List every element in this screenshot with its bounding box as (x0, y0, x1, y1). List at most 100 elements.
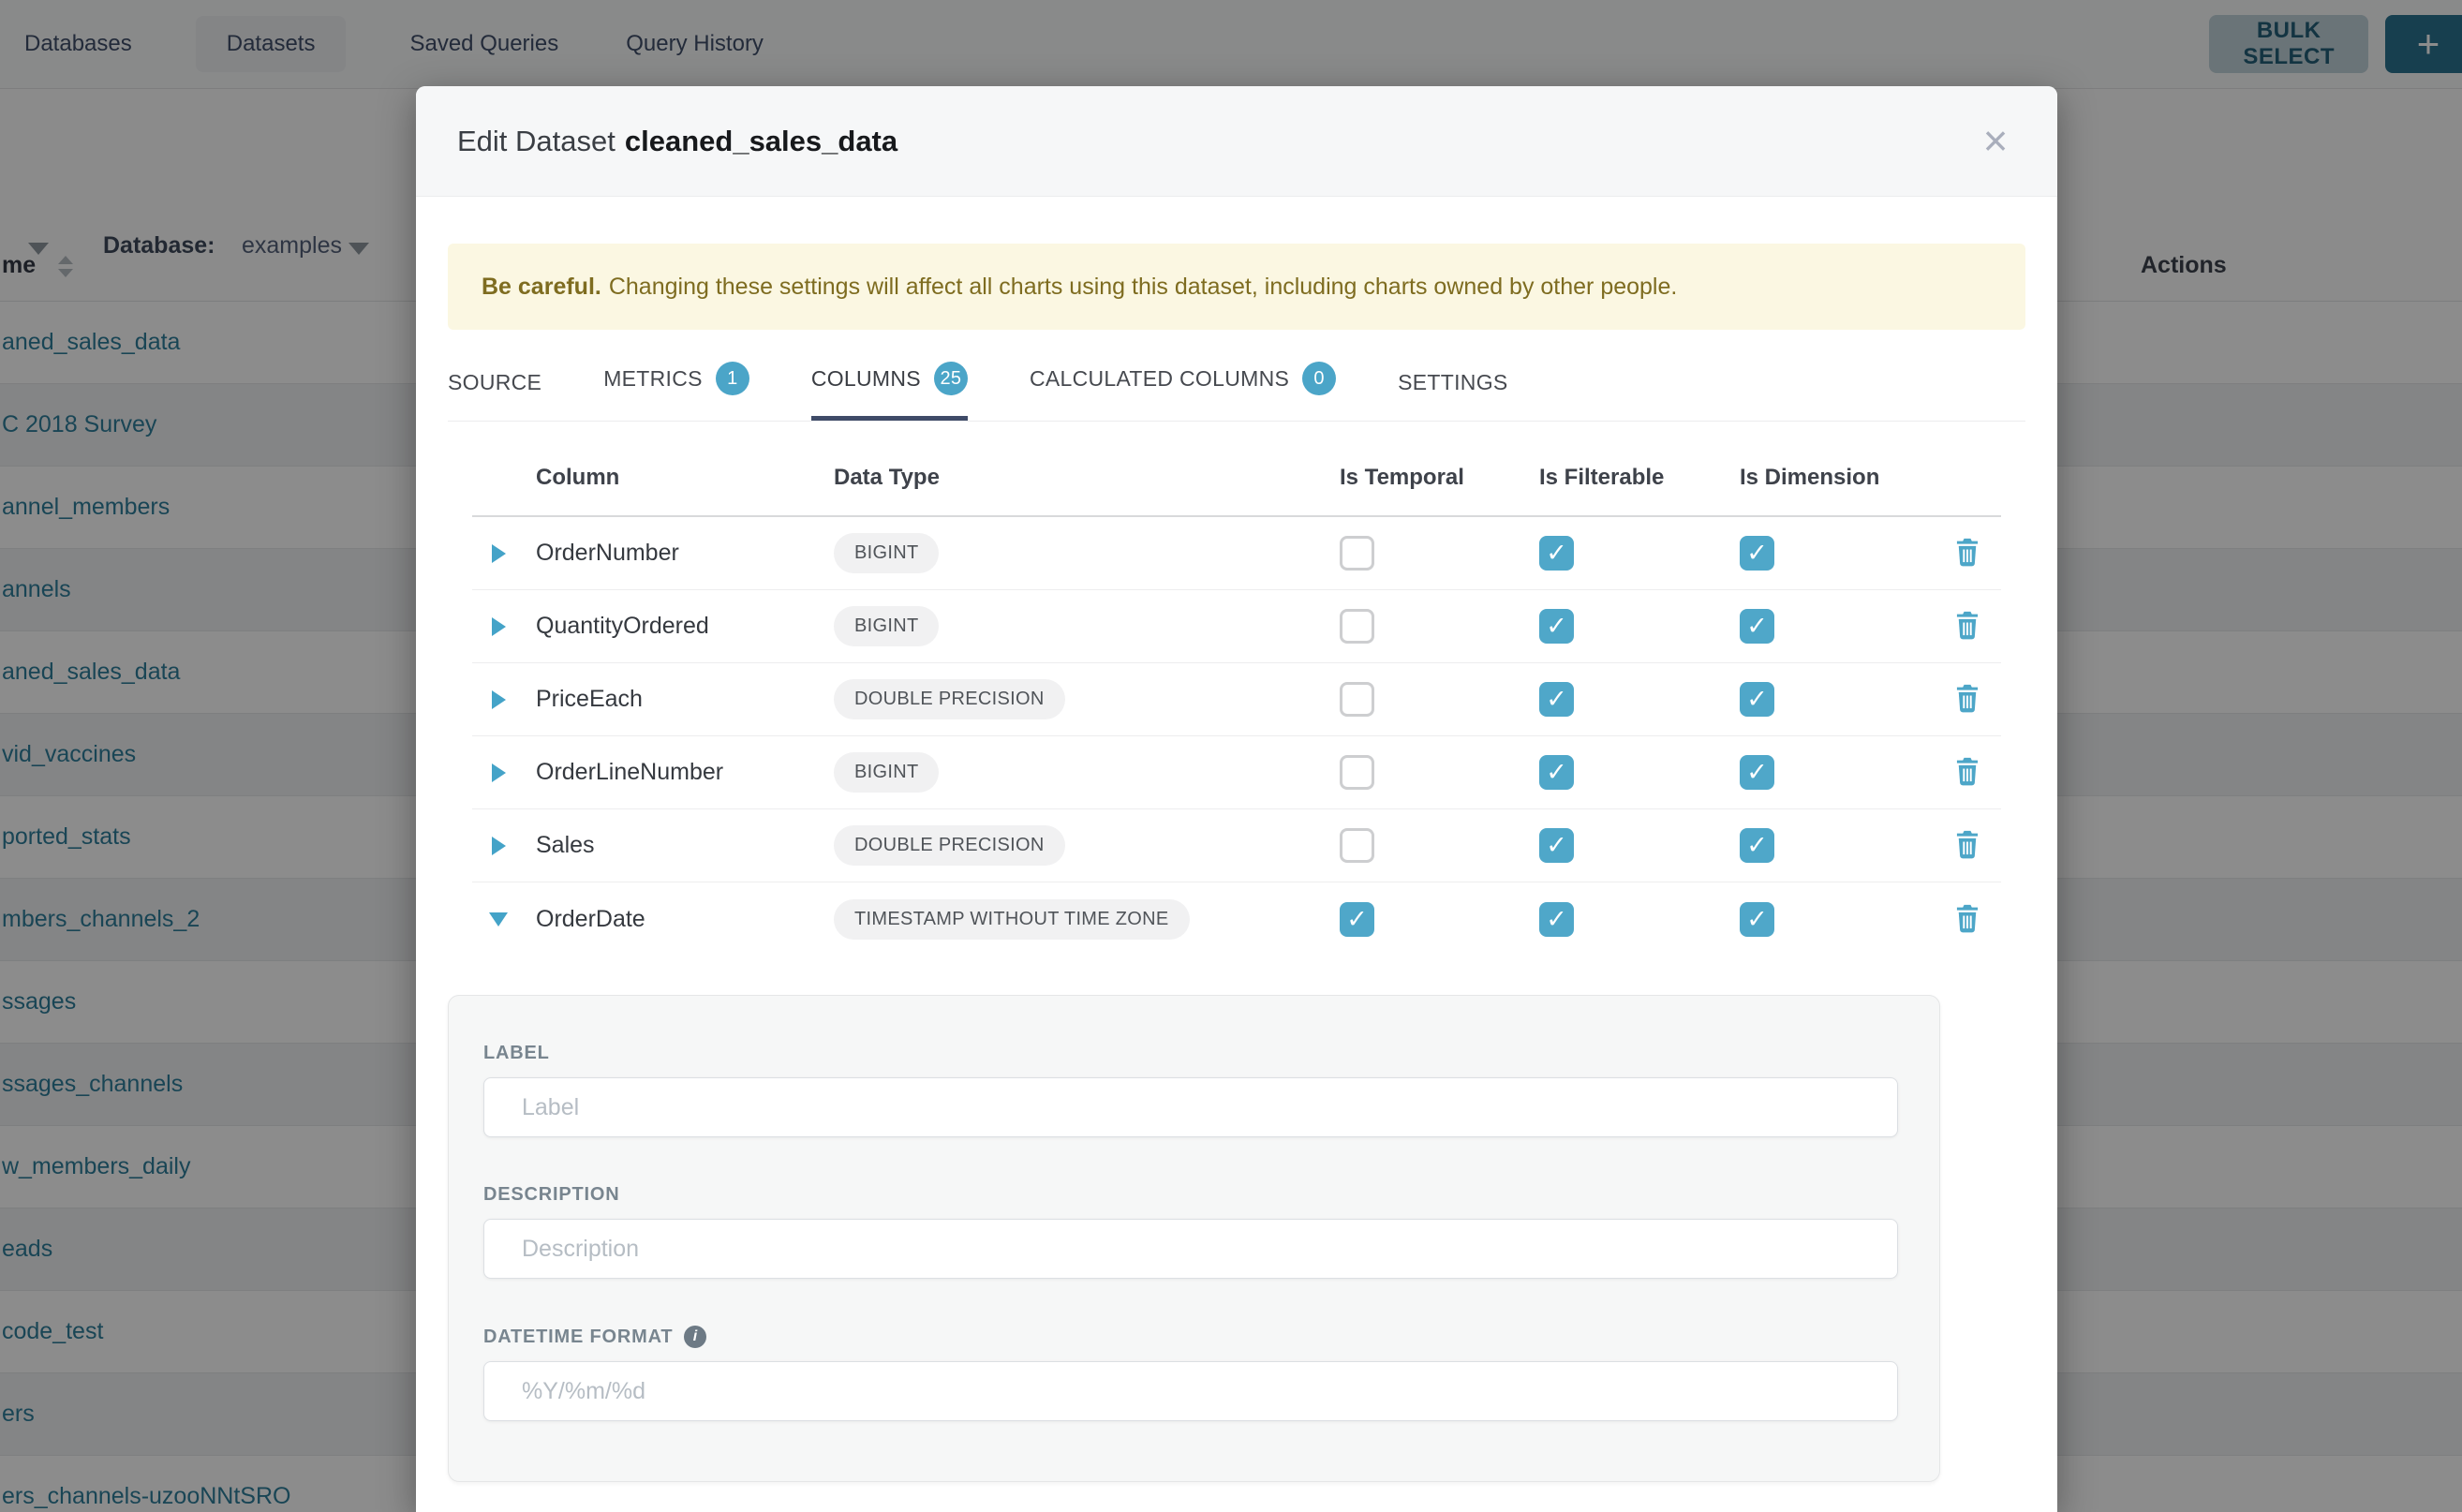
is-temporal-cell (1340, 828, 1539, 863)
add-dataset-button[interactable]: + (2385, 15, 2462, 73)
dataset-link[interactable]: vid_vaccines (2, 741, 137, 767)
is-filterable-checkbox[interactable] (1539, 536, 1574, 571)
dataset-link[interactable]: C 2018 Survey (2, 411, 157, 437)
is-filterable-header: Is Filterable (1539, 465, 1665, 490)
data-type-pill: DOUBLE PRECISION (834, 825, 1065, 866)
is-temporal-checkbox[interactable] (1340, 682, 1374, 717)
is-temporal-checkbox[interactable] (1340, 828, 1374, 863)
database-filter-value[interactable]: examples (242, 232, 342, 259)
close-icon[interactable]: × (1967, 112, 2024, 169)
modal-tab[interactable]: COLUMNS 25 (810, 362, 968, 421)
dataset-link[interactable]: mbers_channels_2 (2, 906, 200, 932)
is-filterable-checkbox[interactable] (1539, 682, 1574, 717)
nav-tab-label: Saved Queries (409, 31, 559, 56)
is-temporal-header: Is Temporal (1340, 465, 1464, 490)
is-temporal-cell (1340, 755, 1539, 790)
data-type-pill: BIGINT (834, 533, 940, 573)
expand-caret-icon[interactable] (491, 543, 506, 563)
modal-tab[interactable]: CALCULATED COLUMNS 0 (1030, 362, 1337, 421)
is-dimension-checkbox[interactable] (1740, 536, 1774, 571)
warning-bold-text: Be careful. (482, 273, 601, 300)
nav-tab[interactable]: Query History (622, 16, 767, 72)
expand-caret-icon[interactable] (491, 689, 506, 709)
description-field-label: DESCRIPTION (483, 1184, 620, 1205)
is-dimension-checkbox[interactable] (1740, 609, 1774, 644)
is-dimension-checkbox[interactable] (1740, 828, 1774, 863)
chevron-down-icon[interactable] (28, 243, 49, 255)
data-type-pill: TIMESTAMP WITHOUT TIME ZONE (834, 898, 1190, 940)
bulk-select-button[interactable]: BULK SELECT (2209, 15, 2368, 73)
modal-tab-label: SETTINGS (1398, 370, 1508, 394)
data-type-cell: BIGINT (834, 533, 1340, 573)
column-header: Column (536, 465, 620, 490)
dataset-link[interactable]: code_test (2, 1318, 104, 1344)
dataset-link[interactable]: ported_stats (2, 823, 131, 850)
info-icon[interactable]: i (684, 1326, 707, 1348)
expand-caret-icon[interactable] (491, 836, 506, 855)
is-filterable-checkbox[interactable] (1539, 828, 1574, 863)
is-temporal-checkbox[interactable] (1340, 609, 1374, 644)
is-temporal-cell (1340, 682, 1539, 717)
dataset-link[interactable]: eads (2, 1236, 53, 1262)
is-filterable-checkbox[interactable] (1539, 609, 1574, 644)
dataset-link[interactable]: aned_sales_data (2, 659, 181, 685)
is-dimension-cell (1740, 901, 1933, 937)
is-filterable-checkbox[interactable] (1539, 901, 1574, 937)
is-dimension-checkbox[interactable] (1740, 755, 1774, 790)
is-temporal-checkbox[interactable] (1340, 901, 1374, 937)
datetime-format-input[interactable] (483, 1361, 1898, 1421)
column-name: PriceEach (536, 686, 643, 712)
delete-column-cell (1933, 683, 2001, 716)
dataset-link[interactable]: ers (2, 1401, 35, 1427)
modal-title-dataset-name: cleaned_sales_data (624, 124, 898, 157)
is-dimension-checkbox[interactable] (1740, 901, 1774, 937)
trash-icon[interactable] (1953, 756, 1981, 789)
expand-caret-icon[interactable] (491, 616, 506, 636)
description-field-group: DESCRIPTION (483, 1184, 1898, 1279)
datetime-format-field-label: DATETIME FORMAT i (483, 1326, 1898, 1348)
nav-tab[interactable]: Saved Queries (406, 16, 562, 72)
modal-tab-bar: SOURCE METRICS 1 COLUMNS 25 CALCULATED C… (448, 362, 2025, 422)
modal-tab[interactable]: METRICS 1 (603, 362, 749, 421)
trash-icon[interactable] (1953, 537, 1981, 570)
data-type-pill: BIGINT (834, 606, 940, 646)
column-name: Sales (536, 832, 595, 858)
dataset-link[interactable]: ers_channels-uzooNNtSRO (2, 1483, 291, 1509)
expand-caret-icon[interactable] (491, 763, 506, 782)
is-temporal-checkbox[interactable] (1340, 536, 1374, 571)
data-type-cell: BIGINT (834, 752, 1340, 793)
dataset-link[interactable]: ssages (2, 988, 77, 1015)
column-row: OrderLineNumber BIGINT (472, 736, 2001, 809)
expand-caret-cell (472, 763, 525, 782)
is-filterable-checkbox[interactable] (1539, 755, 1574, 790)
label-input[interactable] (483, 1077, 1898, 1137)
column-name: OrderNumber (536, 540, 679, 566)
label-field-group: LABEL (483, 1043, 1898, 1137)
dataset-link[interactable]: ssages_channels (2, 1071, 184, 1097)
nav-tab[interactable]: Datasets (195, 16, 347, 72)
modal-tab-label: METRICS (603, 365, 703, 391)
name-column-header[interactable]: me (2, 252, 37, 278)
modal-tab[interactable]: SETTINGS (1398, 370, 1507, 421)
trash-icon[interactable] (1953, 829, 1981, 862)
trash-icon[interactable] (1953, 903, 1981, 936)
warning-body-text: Changing these settings will affect all … (608, 273, 1678, 300)
expand-caret-cell (472, 543, 525, 563)
modal-tab-label: COLUMNS (810, 365, 921, 391)
is-temporal-checkbox[interactable] (1340, 755, 1374, 790)
trash-icon[interactable] (1953, 610, 1981, 643)
dataset-link[interactable]: annel_members (2, 494, 171, 520)
is-temporal-cell (1340, 901, 1539, 937)
expand-caret-icon[interactable] (489, 912, 508, 926)
description-input[interactable] (483, 1219, 1898, 1279)
dataset-link[interactable]: annels (2, 576, 71, 602)
modal-tab[interactable]: SOURCE (448, 370, 541, 421)
sort-icon[interactable] (58, 256, 73, 277)
data-type-cell: BIGINT (834, 606, 1340, 646)
is-dimension-checkbox[interactable] (1740, 682, 1774, 717)
dataset-link[interactable]: aned_sales_data (2, 329, 181, 355)
nav-tab[interactable]: Databases (21, 16, 136, 72)
dataset-link[interactable]: w_members_daily (2, 1153, 191, 1179)
chevron-down-icon[interactable] (349, 243, 369, 255)
trash-icon[interactable] (1953, 683, 1981, 716)
